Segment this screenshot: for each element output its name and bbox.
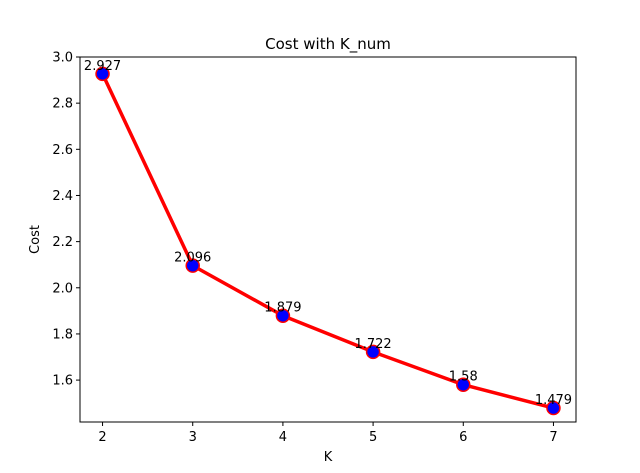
x-tick-label: 3 (189, 430, 197, 445)
data-label: 1.58 (449, 370, 478, 385)
x-tick-label: 5 (369, 430, 377, 445)
x-axis-label: K (324, 450, 333, 465)
x-tick-label: 7 (549, 430, 557, 445)
data-labels: 2.927 2.096 1.879 1.722 1.58 1.479 (84, 59, 572, 408)
data-label: 2.927 (84, 59, 121, 74)
series-line (100, 72, 556, 410)
plot-frame (79, 56, 577, 423)
y-tick-label: 2.6 (52, 143, 73, 158)
data-label: 1.879 (264, 301, 301, 316)
x-tick-label: 2 (98, 430, 106, 445)
series-layer (95, 66, 561, 416)
y-tick-label: 2.8 (52, 97, 73, 112)
chart-title: Cost with K_num (265, 35, 391, 54)
plot-background (80, 57, 576, 422)
data-label: 1.479 (535, 393, 572, 408)
y-axis-label: Cost (28, 225, 43, 254)
y-tick-label: 1.8 (52, 327, 73, 342)
data-label: 1.722 (354, 337, 391, 352)
data-label: 2.096 (174, 251, 211, 266)
x-tick-label: 6 (459, 430, 467, 445)
y-tick-label: 2.0 (52, 281, 73, 296)
y-tick-label: 2.2 (52, 235, 73, 250)
y-tick-label: 3.0 (52, 51, 73, 66)
data-point (275, 308, 291, 323)
x-tick-label: 4 (279, 430, 287, 445)
data-point (95, 66, 110, 82)
data-point (365, 344, 381, 360)
data-point (456, 377, 471, 392)
data-point (546, 400, 561, 416)
y-tick-label: 2.4 (52, 189, 73, 204)
y-tick-label: 1.6 (52, 374, 73, 389)
y-axis-ticks: 1.6 1.8 2.0 2.2 2.4 2.6 2.8 3.0 (52, 51, 80, 389)
x-axis-ticks: 2 3 4 5 6 7 (98, 422, 558, 445)
data-point (185, 258, 200, 273)
